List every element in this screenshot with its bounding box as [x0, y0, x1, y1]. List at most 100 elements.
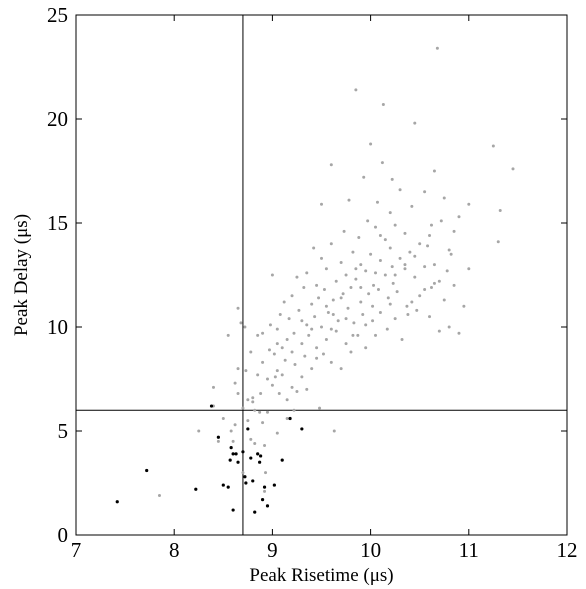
grey-data-point: [349, 350, 353, 354]
grey-data-point: [313, 315, 317, 319]
black-data-point: [251, 479, 255, 483]
grey-data-point: [339, 261, 343, 265]
grey-data-point: [275, 431, 279, 435]
black-data-point: [288, 416, 292, 421]
y-tick-label: 0: [58, 523, 69, 547]
grey-data-point: [388, 211, 392, 215]
grey-data-point: [426, 244, 430, 248]
black-data-point: [115, 500, 119, 504]
grey-data-point: [329, 163, 333, 167]
grey-data-point: [244, 369, 248, 373]
black-data-point: [216, 435, 220, 439]
black-data-point: [249, 456, 253, 460]
grey-data-point: [292, 408, 296, 412]
grey-data-point: [253, 408, 257, 412]
grey-data-point: [197, 429, 201, 433]
grey-data-point: [275, 342, 279, 346]
grey-data-point: [445, 269, 449, 273]
grey-data-point: [374, 271, 378, 275]
reference-lines: [76, 15, 567, 535]
grey-data-point: [344, 317, 348, 321]
y-tick-label: 10: [47, 315, 68, 339]
grey-data-point: [283, 358, 287, 362]
grey-data-point: [462, 304, 466, 308]
grey-data-point: [361, 313, 365, 317]
x-tick-label: 11: [459, 538, 479, 562]
grey-data-point: [272, 352, 276, 356]
grey-data-point: [241, 406, 245, 410]
grey-data-point: [442, 298, 446, 302]
black-data-point: [229, 446, 233, 450]
grey-data-point: [290, 294, 294, 298]
grey-data-point: [428, 233, 432, 237]
grey-data-point: [395, 290, 399, 294]
grey-data-point: [302, 285, 306, 289]
grey-data-point: [352, 321, 356, 325]
grey-data-point: [329, 327, 333, 331]
grey-data-point: [280, 373, 284, 377]
grey-data-point: [342, 229, 346, 233]
grey-data-point: [273, 375, 277, 379]
grey-data-point: [378, 258, 382, 262]
grey-data-point: [418, 294, 422, 298]
grey-data-point: [331, 298, 335, 302]
grey-data-point: [275, 369, 279, 373]
grey-data-point: [236, 367, 240, 371]
grey-data-point: [318, 406, 322, 410]
grey-data-point: [317, 296, 321, 300]
black-data-point: [244, 481, 248, 485]
grey-data-point: [246, 419, 250, 423]
black-data-point: [234, 452, 238, 456]
grey-data-point: [300, 375, 304, 379]
grey-data-point: [320, 256, 323, 260]
black-data-point: [241, 450, 245, 454]
grey-data-point: [285, 398, 289, 402]
grey-data-point: [285, 417, 289, 421]
black-data-point: [231, 452, 235, 456]
grey-data-point: [371, 319, 375, 323]
grey-data-point: [408, 250, 412, 254]
grey-data-point: [410, 300, 414, 304]
grey-data-point: [226, 333, 230, 337]
grey-data-point: [251, 396, 255, 400]
grey-data-point: [300, 342, 304, 346]
grey-data-point: [312, 246, 316, 250]
black-data-point: [209, 404, 214, 408]
grey-data-point: [511, 167, 515, 171]
grey-data-point: [211, 385, 215, 389]
grey-data-point: [261, 360, 265, 364]
black-data-point: [145, 468, 149, 473]
grey-data-point: [435, 46, 439, 50]
grey-data-point: [432, 169, 436, 173]
grey-data-point: [393, 273, 397, 277]
grey-data-point: [265, 410, 269, 414]
grey-data-point: [364, 323, 368, 327]
grey-data-point: [362, 175, 366, 179]
grey-data-point: [268, 323, 272, 327]
grey-data-point: [367, 292, 371, 296]
grey-data-point: [351, 250, 355, 254]
grey-data-point: [320, 202, 323, 206]
x-tick-label: 8: [169, 538, 180, 562]
grey-data-point: [378, 233, 382, 237]
grey-data-point: [310, 367, 314, 371]
grey-data-point: [376, 288, 380, 292]
grey-data-point: [236, 392, 240, 396]
grey-data-point: [290, 385, 294, 389]
grey-data-point: [418, 242, 422, 246]
grey-data-point: [241, 471, 245, 475]
grey-data-point: [359, 285, 363, 289]
grey-data-point: [371, 304, 375, 308]
black-data-point: [280, 458, 284, 462]
grey-data-point: [423, 190, 427, 194]
grey-data-point: [496, 240, 500, 244]
grey-data-point: [221, 417, 225, 421]
grey-data-point: [354, 277, 358, 281]
grey-data-point: [383, 273, 387, 277]
black-data-point: [236, 460, 240, 464]
grey-data-point: [243, 325, 247, 329]
grey-data-point: [351, 333, 355, 337]
grey-data-point: [233, 423, 237, 427]
grey-data-point: [275, 327, 279, 331]
grey-data-point: [442, 196, 446, 200]
